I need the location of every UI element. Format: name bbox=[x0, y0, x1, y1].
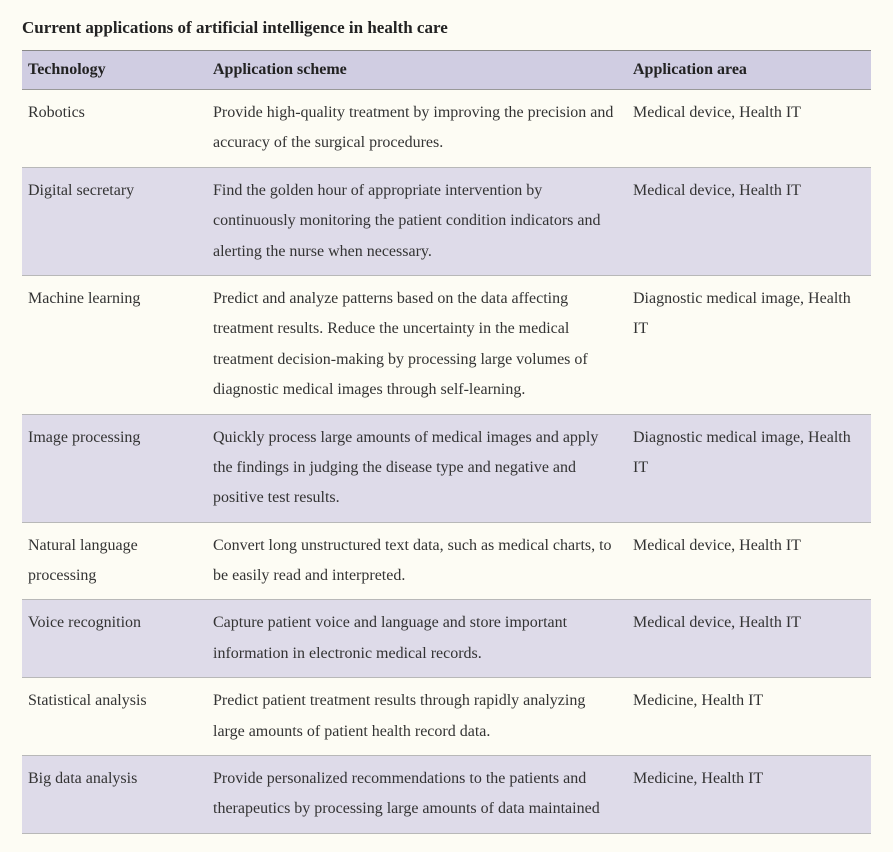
table-row: Machine learning Predict and analyze pat… bbox=[22, 275, 871, 414]
table-row: Natural language processing Convert long… bbox=[22, 522, 871, 600]
table-row: Big data analysis Provide personalized r… bbox=[22, 756, 871, 834]
col-header-scheme: Application scheme bbox=[207, 51, 627, 90]
cell-area: Medical device, Health IT bbox=[627, 522, 871, 600]
cell-area: Diagnostic medical image, Health IT bbox=[627, 275, 871, 414]
table-row: Image processing Quickly process large a… bbox=[22, 414, 871, 522]
cell-area: Medicine, Health IT bbox=[627, 756, 871, 834]
table-header-row: Technology Application scheme Applicatio… bbox=[22, 51, 871, 90]
cell-technology: Image processing bbox=[22, 414, 207, 522]
table-row: Robotics Provide high-quality treatment … bbox=[22, 90, 871, 168]
cell-scheme: Find the golden hour of appropriate inte… bbox=[207, 167, 627, 275]
cell-technology: Statistical analysis bbox=[22, 678, 207, 756]
cell-area: Medical device, Health IT bbox=[627, 600, 871, 678]
cell-technology: Digital secretary bbox=[22, 167, 207, 275]
table-title: Current applications of artificial intel… bbox=[22, 18, 871, 38]
cell-scheme: Capture patient voice and language and s… bbox=[207, 600, 627, 678]
cell-scheme: Quickly process large amounts of medical… bbox=[207, 414, 627, 522]
cell-scheme: Convert long unstructured text data, suc… bbox=[207, 522, 627, 600]
col-header-area: Application area bbox=[627, 51, 871, 90]
table-row: Statistical analysis Predict patient tre… bbox=[22, 678, 871, 756]
cell-scheme: Predict and analyze patterns based on th… bbox=[207, 275, 627, 414]
cell-area: Medical device, Health IT bbox=[627, 90, 871, 168]
cell-technology: Natural language processing bbox=[22, 522, 207, 600]
cell-technology: Voice recognition bbox=[22, 600, 207, 678]
cell-technology: Machine learning bbox=[22, 275, 207, 414]
col-header-technology: Technology bbox=[22, 51, 207, 90]
cell-scheme: Provide personalized recommendations to … bbox=[207, 756, 627, 834]
table-row: Voice recognition Capture patient voice … bbox=[22, 600, 871, 678]
cell-technology: Big data analysis bbox=[22, 756, 207, 834]
ai-healthcare-table: Technology Application scheme Applicatio… bbox=[22, 50, 871, 834]
table-row: Digital secretary Find the golden hour o… bbox=[22, 167, 871, 275]
cell-technology: Robotics bbox=[22, 90, 207, 168]
cell-area: Diagnostic medical image, Health IT bbox=[627, 414, 871, 522]
cell-area: Medicine, Health IT bbox=[627, 678, 871, 756]
cell-area: Medical device, Health IT bbox=[627, 167, 871, 275]
cell-scheme: Predict patient treatment results throug… bbox=[207, 678, 627, 756]
cell-scheme: Provide high-quality treatment by improv… bbox=[207, 90, 627, 168]
